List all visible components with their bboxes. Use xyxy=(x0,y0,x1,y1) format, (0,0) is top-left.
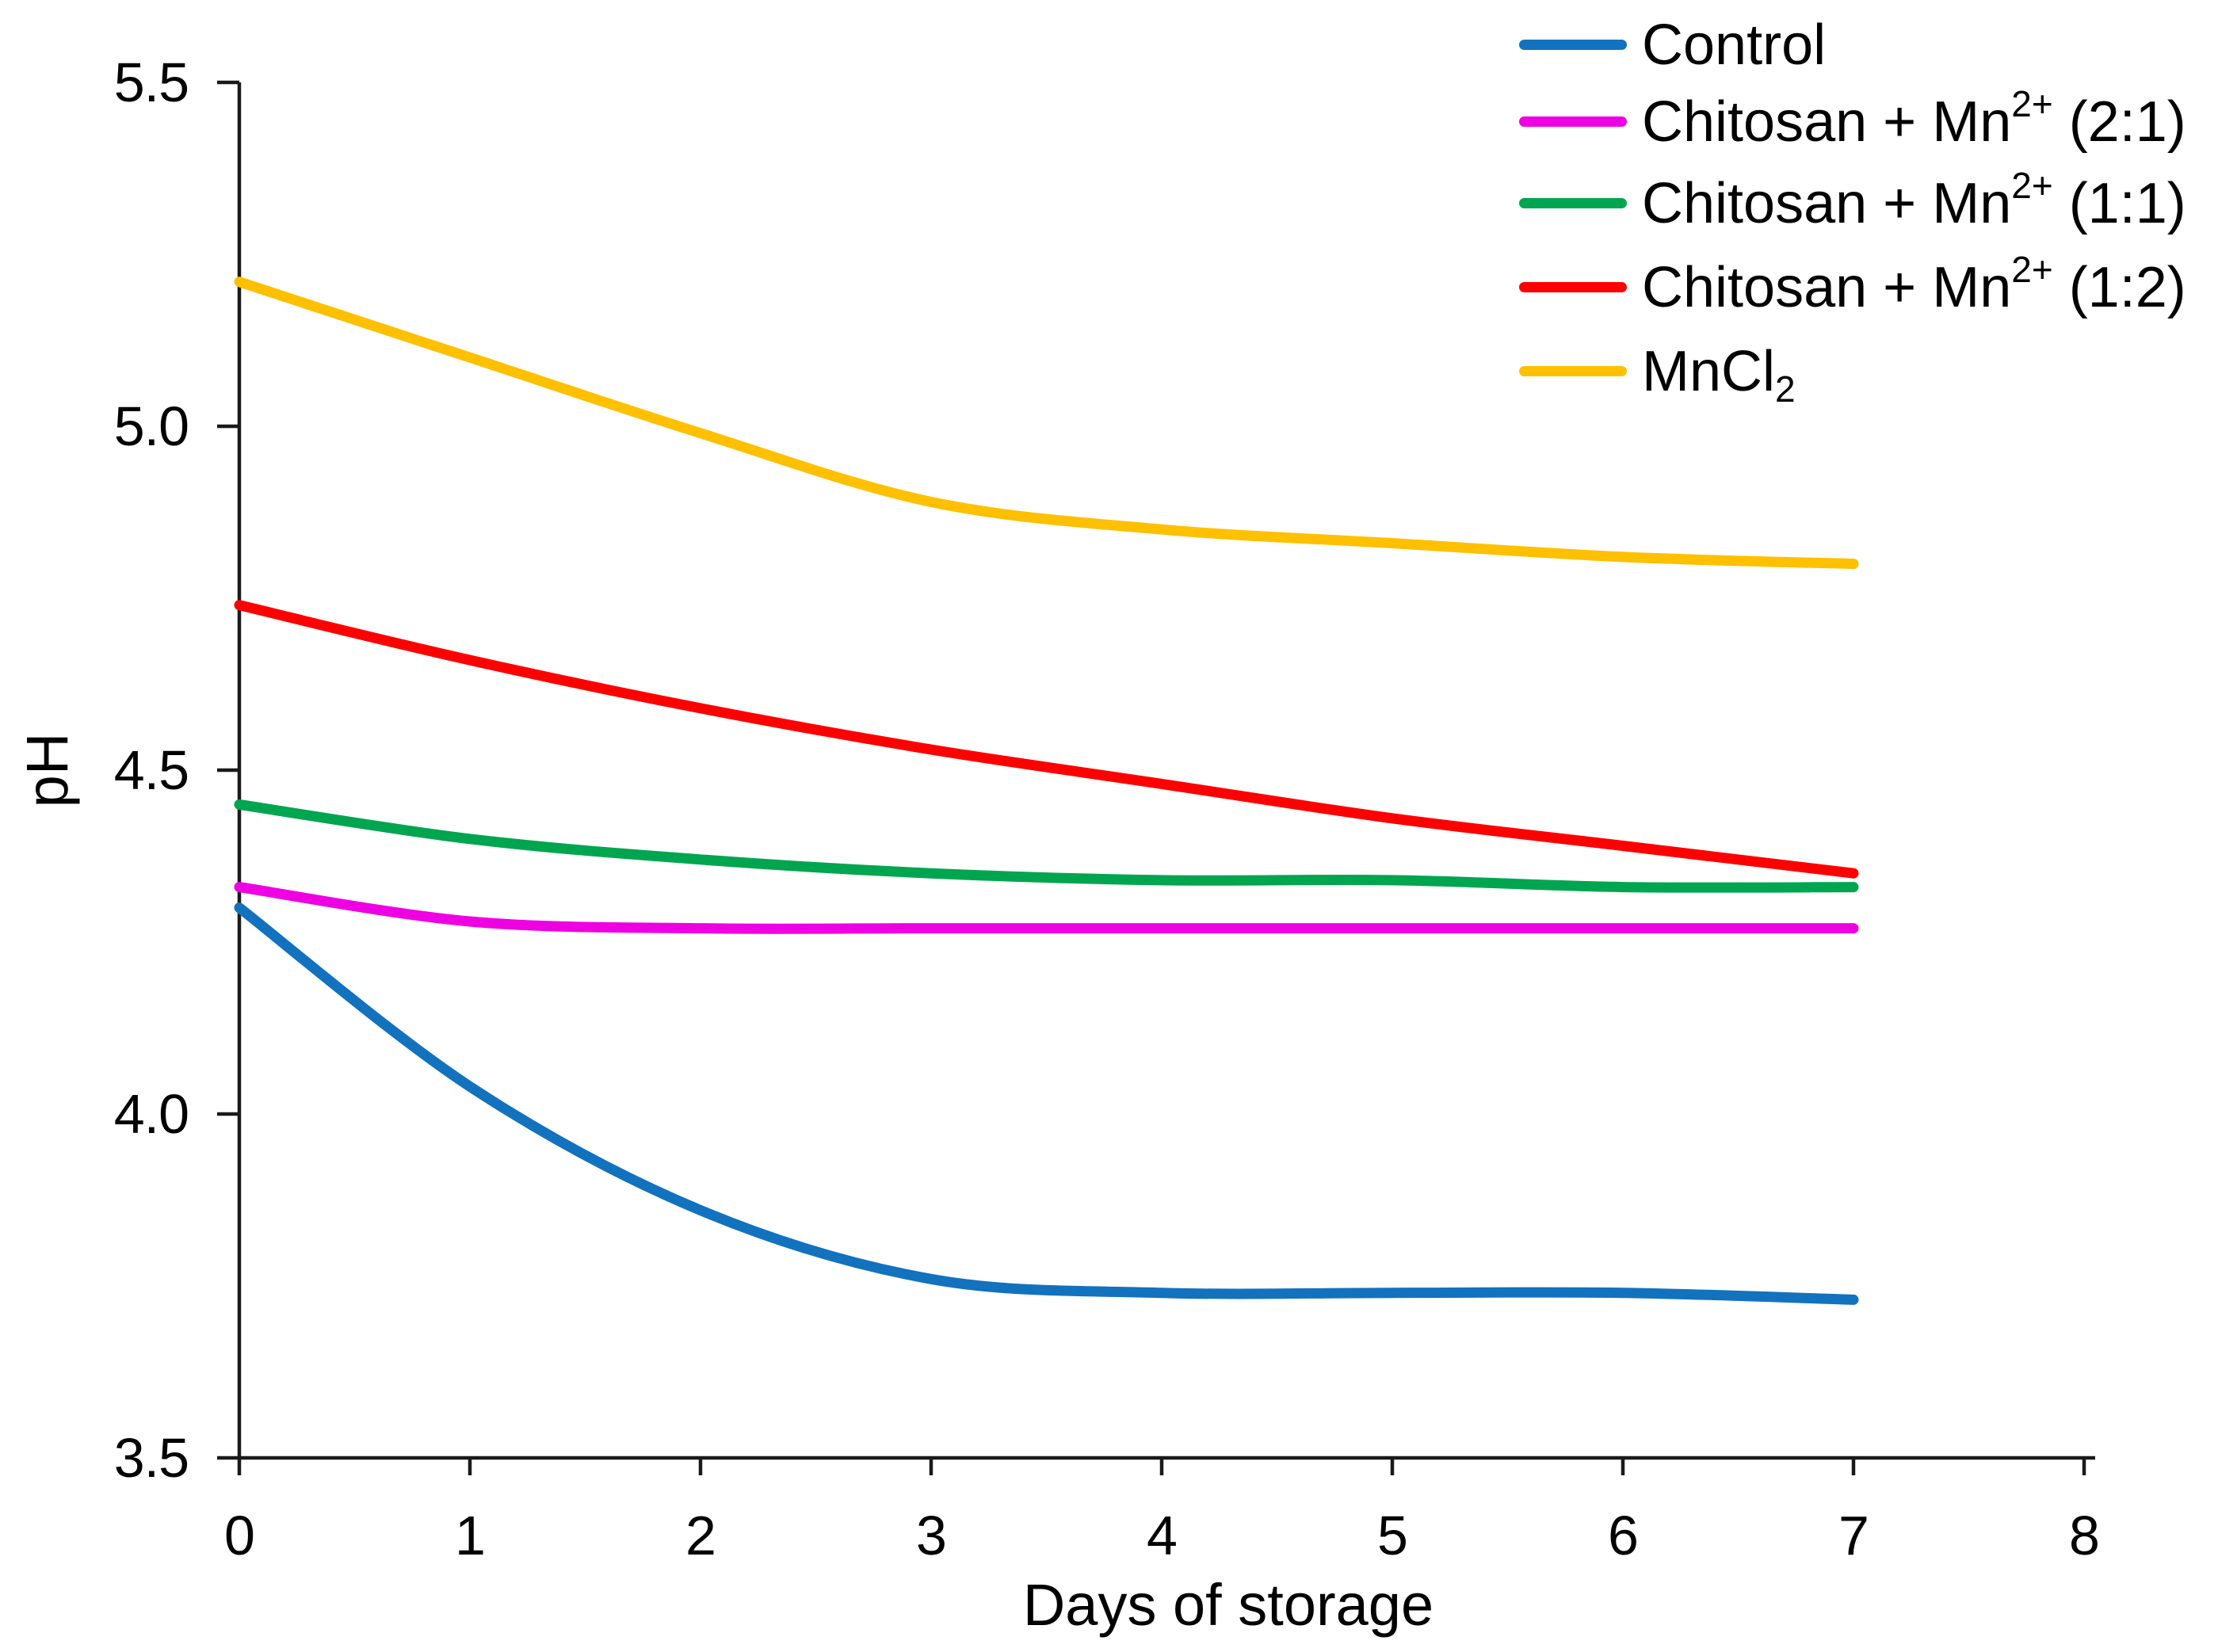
series-line-Control xyxy=(234,902,1859,1305)
x-tick-label: 7 xyxy=(1838,1505,1869,1566)
y-tick-label: 5.5 xyxy=(113,52,189,113)
legend-label: Control xyxy=(1642,13,1826,78)
legend-label: Chitosan + Mn2+ (1:2) xyxy=(1642,251,2186,320)
legend-item-chitosan-2-1: Chitosan + Mn2+ (2:1) xyxy=(1519,81,2186,162)
y-tick-label: 5.0 xyxy=(113,395,189,457)
legend-item-chitosan-1-1: Chitosan + Mn2+ (1:1) xyxy=(1519,162,2186,244)
x-tick-label: 5 xyxy=(1377,1505,1408,1566)
legend-label-text: (1:1) xyxy=(2052,171,2186,235)
y-tick-label: 4.5 xyxy=(113,739,189,801)
legend-item-mncl2: MnCl2 xyxy=(1519,330,1796,412)
x-tick-label: 8 xyxy=(2069,1505,2100,1566)
legend-label: MnCl2 xyxy=(1642,339,1796,407)
legend-swatch-chitosan-1-2 xyxy=(1519,282,1627,292)
axis-ticks xyxy=(217,80,2086,1475)
x-axis-title: Days of storage xyxy=(1022,1572,1434,1638)
legend-item-chitosan-1-2: Chitosan + Mn2+ (1:2) xyxy=(1519,246,2186,328)
legend-label-sup: 2+ xyxy=(2011,164,2053,206)
y-tick-label: 4.0 xyxy=(113,1083,189,1145)
x-tick-label: 2 xyxy=(685,1505,716,1566)
x-tick-label: 0 xyxy=(224,1505,255,1566)
legend-label-text: Chitosan + Mn xyxy=(1642,90,2012,154)
legend-item-control: Control xyxy=(1519,4,1826,86)
legend-swatch-mncl2 xyxy=(1519,366,1627,376)
legend-label-text: MnCl xyxy=(1642,339,1776,403)
legend-label-sub: 2 xyxy=(1775,368,1796,410)
legend-label-text: Chitosan + Mn xyxy=(1642,255,2012,319)
legend-label: Chitosan + Mn2+ (2:1) xyxy=(1642,86,2186,155)
y-tick-label: 3.5 xyxy=(113,1427,189,1489)
legend-swatch-chitosan-2-1 xyxy=(1519,116,1627,127)
legend-swatch-control xyxy=(1519,40,1627,50)
legend-label: Chitosan + Mn2+ (1:1) xyxy=(1642,167,2186,236)
x-tick-label: 1 xyxy=(455,1505,486,1566)
legend-swatch-chitosan-1-1 xyxy=(1519,198,1627,208)
series-line-Chitosan-Mn2-1-1- xyxy=(234,799,1859,893)
series-line-MnCl2 xyxy=(234,277,1859,570)
legend-label-text: Control xyxy=(1642,13,1827,77)
legend-label-text: Chitosan + Mn xyxy=(1642,171,2012,235)
series-line-Chitosan-Mn2-2-1- xyxy=(234,882,1859,934)
legend-label-text: (2:1) xyxy=(2052,90,2186,154)
x-tick-label: 6 xyxy=(1608,1505,1639,1566)
legend-label-sup: 2+ xyxy=(2011,82,2053,124)
x-tick-label: 4 xyxy=(1147,1505,1178,1566)
legend-label-sup: 2+ xyxy=(2011,248,2053,290)
legend-label-text: (1:2) xyxy=(2052,255,2186,319)
x-tick-label: 3 xyxy=(916,1505,947,1566)
series-line-Chitosan-Mn2-1-2- xyxy=(234,600,1859,879)
